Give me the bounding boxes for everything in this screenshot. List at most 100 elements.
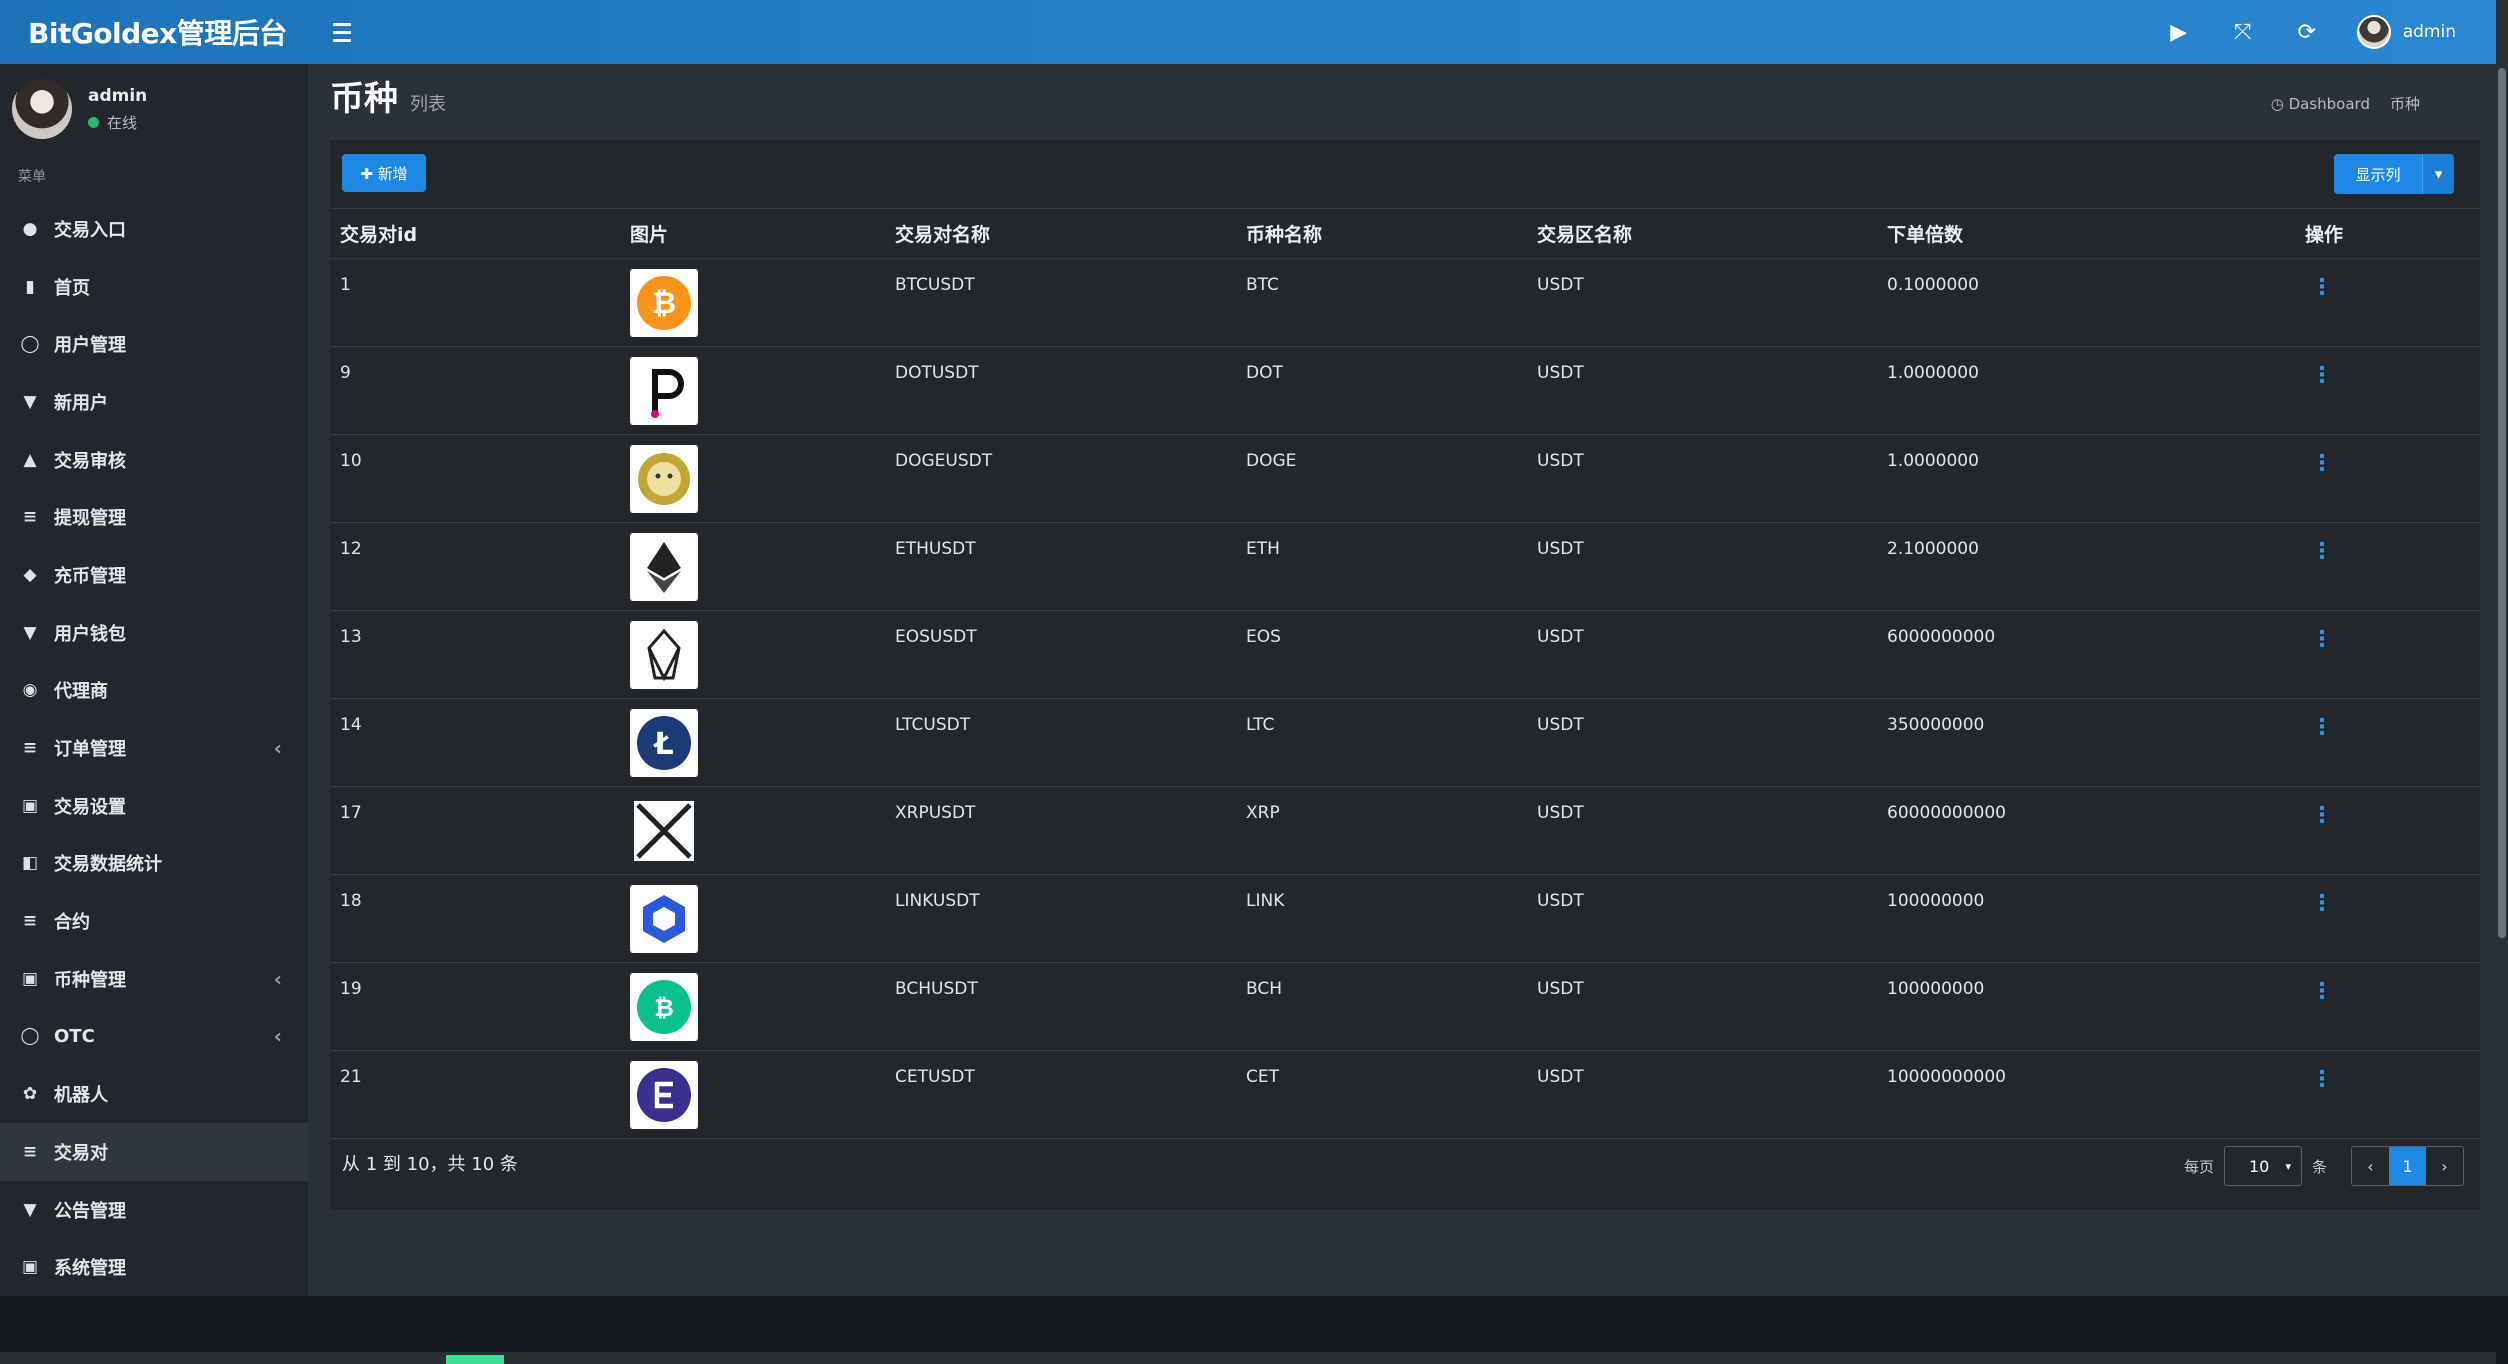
horizontal-scrollbar[interactable] <box>0 1352 2496 1364</box>
cell-id: 19 <box>330 962 620 1051</box>
col-header-id[interactable]: 交易对id <box>330 208 620 259</box>
more-options-icon[interactable]: ⋮ <box>2311 627 2333 652</box>
horizontal-scrollbar-thumb[interactable] <box>446 1355 504 1364</box>
more-options-icon[interactable]: ⋮ <box>2311 715 2333 740</box>
page-title: 币种 <box>330 79 398 119</box>
cell-zone: USDT <box>1527 874 1877 963</box>
sidebar-item-12[interactable]: ≡ 合约 <box>0 892 308 950</box>
sidebar-item-14[interactable]: ◯ OTC ‹ <box>0 1008 308 1066</box>
sidebar-item-9[interactable]: ≡ 订单管理 ‹ <box>0 719 308 777</box>
cell-pair: BTCUSDT <box>885 258 1236 347</box>
sidebar-item-label: 用户管理 <box>54 335 126 357</box>
breadcrumb-home[interactable]: ◷ Dashboard <box>2270 94 2370 113</box>
page-subtitle: 列表 <box>410 94 446 115</box>
sidebar-item-5[interactable]: ≡ 提现管理 <box>0 488 308 546</box>
sidebar-item-18[interactable]: ▣ 系统管理 <box>0 1238 308 1296</box>
table-row[interactable]: 1 ₿ BTCUSDT BTC USDT 0.1000000 ⋮ <box>330 258 2480 347</box>
sidebar-item-1[interactable]: ▮ 首页 <box>0 258 308 316</box>
more-options-icon[interactable]: ⋮ <box>2311 979 2333 1004</box>
cell-coin: BCH <box>1236 962 1527 1051</box>
cell-zone: USDT <box>1527 786 1877 875</box>
table-row[interactable]: 14 Ł LTCUSDT LTC USDT 350000000 ⋮ <box>330 698 2480 787</box>
cell-actions: ⋮ <box>2295 962 2480 1051</box>
sidebar-item-11[interactable]: ◧ 交易数据统计 <box>0 835 308 893</box>
table-row[interactable]: 18 LINKUSDT LINK USDT 100000000 ⋮ <box>330 874 2480 963</box>
app-title[interactable]: BitGoldex管理后台 <box>28 17 287 50</box>
cell-id: 9 <box>330 346 620 435</box>
sidebar-item-16[interactable]: ≡ 交易对 <box>0 1123 308 1181</box>
cell-zone: USDT <box>1527 962 1877 1051</box>
page-1-button[interactable]: 1 <box>2389 1147 2426 1185</box>
sidebar-item-17[interactable]: ▼ 公告管理 <box>0 1181 308 1239</box>
columns-dropdown-button[interactable]: ▾ <box>2422 154 2454 194</box>
sidebar-item-6[interactable]: ◆ 充币管理 <box>0 546 308 604</box>
cell-coin: CET <box>1236 1050 1527 1139</box>
eos-logo-icon <box>630 621 698 689</box>
sidebar-item-2[interactable]: ◯ 用户管理 <box>0 315 308 373</box>
breadcrumb-current: 币种 <box>2389 95 2420 113</box>
col-header-coin[interactable]: 币种名称 <box>1236 208 1527 259</box>
per-page-suffix: 条 <box>2311 1157 2327 1176</box>
add-button[interactable]: ✚ 新增 <box>342 154 426 192</box>
sidebar-item-7[interactable]: ▼ 用户钱包 <box>0 604 308 662</box>
more-options-icon[interactable]: ⋮ <box>2311 539 2333 564</box>
cell-image: ₿ <box>620 258 885 347</box>
cell-id: 13 <box>330 610 620 699</box>
play-icon[interactable]: ▶ <box>2170 19 2188 45</box>
sidebar-item-0[interactable]: ● 交易入口 <box>0 200 308 258</box>
arrows-icon: ▲ <box>23 449 37 470</box>
col-header-multiple[interactable]: 下单倍数 <box>1877 208 2295 259</box>
sidebar-item-label: 代理商 <box>54 681 108 703</box>
table-row[interactable]: 9 DOTUSDT DOT USDT 1.0000000 ⋮ <box>330 346 2480 435</box>
cell-coin: ETH <box>1236 522 1527 611</box>
cell-pair: LTCUSDT <box>885 698 1236 787</box>
sidebar-item-label: 用户钱包 <box>54 623 126 645</box>
col-header-image[interactable]: 图片 <box>620 208 885 259</box>
more-options-icon[interactable]: ⋮ <box>2311 803 2333 828</box>
sidebar-item-3[interactable]: ▼ 新用户 <box>0 373 308 431</box>
top-user-menu[interactable]: admin <box>2356 15 2456 49</box>
more-options-icon[interactable]: ⋮ <box>2311 451 2333 476</box>
table-panel: ✚ 新增 显示列 ▾ 交易对id 图片 交易对名称 币种名称 交易区名称 下单倍… <box>330 140 2480 1210</box>
sidebar-item-8[interactable]: ◉ 代理商 <box>0 662 308 720</box>
cell-pair: DOTUSDT <box>885 346 1236 435</box>
list-icon: ≡ <box>22 911 38 932</box>
col-header-pair[interactable]: 交易对名称 <box>885 208 1236 259</box>
sidebar-item-label: 币种管理 <box>54 969 126 991</box>
sidebar-item-label: 交易审核 <box>54 450 126 472</box>
more-options-icon[interactable]: ⋮ <box>2311 1067 2333 1092</box>
refresh-icon[interactable]: ⟳ <box>2297 19 2316 45</box>
sidebar-item-4[interactable]: ▲ 交易审核 <box>0 431 308 489</box>
xrp-logo-icon <box>630 797 698 865</box>
table-row[interactable]: 17 XRPUSDT XRP USDT 60000000000 ⋮ <box>330 786 2480 875</box>
table-row[interactable]: 21 CETUSDT CET USDT 10000000000 ⋮ <box>330 1050 2480 1139</box>
cell-pair: CETUSDT <box>885 1050 1236 1139</box>
table-row[interactable]: 12 ETHUSDT ETH USDT 2.1000000 ⋮ <box>330 522 2480 611</box>
cell-image <box>620 434 885 523</box>
next-page-button[interactable]: › <box>2426 1147 2463 1185</box>
stats-icon: ◧ <box>21 853 39 874</box>
col-header-zone[interactable]: 交易区名称 <box>1527 208 1877 259</box>
sidebar-toggle-icon[interactable] <box>322 12 362 52</box>
table-row[interactable]: 13 EOSUSDT EOS USDT 6000000000 ⋮ <box>330 610 2480 699</box>
table-row[interactable]: 10 DOGEUSDT DOGE USDT 1.0000000 ⋮ <box>330 434 2480 523</box>
cell-actions: ⋮ <box>2295 786 2480 875</box>
cell-actions: ⋮ <box>2295 610 2480 699</box>
chevron-left-icon: ‹ <box>273 966 282 991</box>
sidebar-item-15[interactable]: ✿ 机器人 <box>0 1065 308 1123</box>
more-options-icon[interactable]: ⋮ <box>2311 275 2333 300</box>
sidebar-item-13[interactable]: ▣ 币种管理 ‹ <box>0 950 308 1008</box>
table-row[interactable]: 19 ₿ BCHUSDT BCH USDT 100000000 ⋮ <box>330 962 2480 1051</box>
prev-page-button[interactable]: ‹ <box>2352 1147 2389 1185</box>
cell-coin: LINK <box>1236 874 1527 963</box>
page-size-select[interactable]: 10 ▾ <box>2223 1146 2302 1186</box>
scrollbar-thumb[interactable] <box>2498 68 2506 938</box>
fullscreen-icon[interactable]: ⤧ <box>2233 19 2252 45</box>
more-options-icon[interactable]: ⋮ <box>2311 363 2333 388</box>
vertical-scrollbar[interactable] <box>2496 64 2508 1296</box>
sidebar-item-10[interactable]: ▣ 交易设置 <box>0 777 308 835</box>
more-options-icon[interactable]: ⋮ <box>2311 891 2333 916</box>
sidebar-item-label: 公告管理 <box>54 1200 126 1222</box>
agent-icon: ◉ <box>22 680 38 701</box>
columns-button[interactable]: 显示列 <box>2334 154 2422 194</box>
